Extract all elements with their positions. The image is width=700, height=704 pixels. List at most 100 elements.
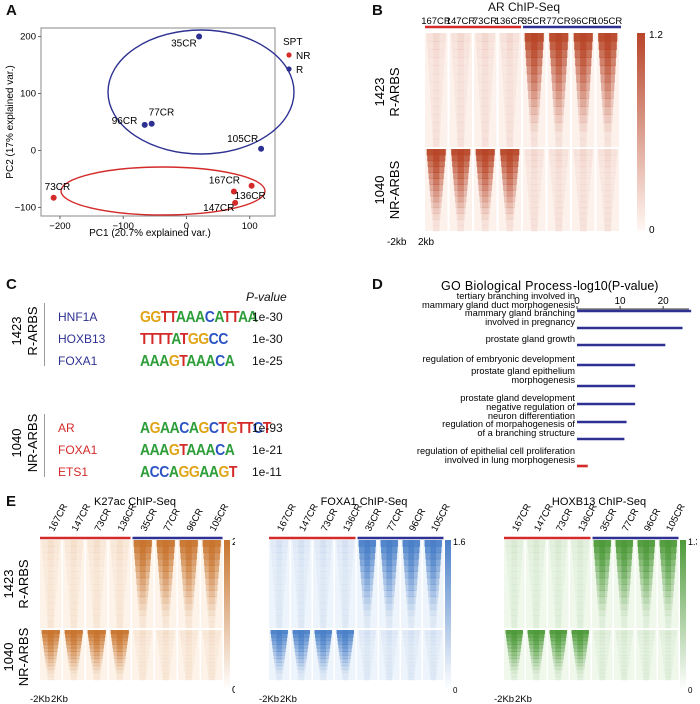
hm-core: [430, 546, 437, 554]
hm-signal: [359, 640, 375, 645]
hm-core: [386, 633, 393, 638]
hm-core: [665, 602, 672, 610]
hm-core: [408, 676, 415, 681]
ar-scale-min: 0: [649, 225, 655, 236]
hm-core: [531, 106, 538, 115]
hm-signal: [407, 609, 416, 616]
hm-core: [506, 160, 513, 168]
hm-signal: [294, 571, 308, 579]
hm-core: [430, 669, 437, 674]
ar-x-left: -2kb: [387, 237, 407, 248]
hm-core: [276, 665, 283, 670]
hm-signal: [618, 655, 630, 660]
hm-core: [665, 571, 672, 579]
hm-core: [116, 672, 123, 677]
hm-signal: [661, 647, 675, 652]
hm-core: [621, 577, 628, 585]
hm-core: [533, 630, 540, 635]
hm-signal: [92, 665, 102, 670]
hm-signal: [182, 651, 196, 656]
hm-signal: [427, 49, 445, 58]
hm-signal: [575, 602, 585, 610]
hm-core: [208, 672, 215, 677]
hm-signal: [665, 621, 672, 629]
hm-signal: [528, 190, 541, 197]
hm-core: [643, 651, 650, 656]
hm-core: [531, 190, 538, 197]
hm-core: [555, 669, 562, 674]
hm-core: [276, 540, 283, 547]
hm-core: [511, 647, 518, 652]
hm-signal: [480, 207, 490, 214]
hm-core: [185, 651, 192, 656]
hm-core: [408, 565, 415, 572]
hm-core: [665, 577, 672, 585]
ar-sample-label: 73CR: [473, 16, 497, 27]
hm-signal: [427, 651, 440, 656]
e-color-scale: [680, 540, 686, 690]
hm-signal: [503, 184, 517, 191]
hm-core: [320, 665, 327, 670]
hm-signal: [93, 615, 101, 623]
hm-signal: [429, 672, 437, 677]
x-tick-label: 0: [184, 221, 189, 232]
hm-signal: [205, 651, 219, 656]
hm-signal: [619, 658, 630, 663]
hm-core: [599, 662, 606, 667]
x-axis-label: PC1 (20.7% explained var.): [89, 228, 211, 239]
hm-core: [320, 647, 327, 652]
hm-core: [580, 207, 587, 214]
hm-signal: [68, 658, 80, 663]
hm-signal: [576, 184, 590, 191]
hm-signal: [115, 602, 125, 610]
hm-core: [298, 602, 305, 610]
hm-signal: [157, 640, 174, 645]
hm-signal: [476, 41, 495, 50]
hm-signal: [87, 540, 106, 547]
hm-core: [70, 577, 77, 585]
hm-core: [604, 57, 611, 67]
heatmap-column: [592, 540, 613, 681]
hm-signal: [339, 655, 351, 660]
hm-bg: [178, 630, 200, 680]
ar-group2-name: NR-ARBS: [387, 160, 402, 219]
hm-core: [580, 166, 587, 173]
hm-signal: [619, 602, 629, 610]
hm-core: [139, 665, 146, 670]
hm-core: [482, 57, 489, 67]
e-sample-label: 105CR: [429, 502, 453, 533]
hm-core: [139, 596, 146, 604]
hm-core: [430, 558, 437, 566]
heatmap-column: [614, 540, 635, 681]
hm-core: [430, 584, 437, 591]
hm-core: [139, 615, 146, 623]
hm-signal: [641, 596, 652, 604]
hm-signal: [507, 647, 521, 652]
hm-signal: [338, 571, 352, 579]
e-group1-name: R-ARBS: [16, 559, 31, 608]
hm-core: [506, 201, 513, 209]
hm-core: [386, 577, 393, 585]
hm-signal: [660, 640, 676, 645]
hm-signal: [296, 658, 307, 663]
hm-core: [555, 57, 562, 67]
hm-signal: [451, 33, 471, 42]
hm-signal: [113, 584, 126, 591]
hm-core: [599, 633, 606, 638]
hm-signal: [597, 658, 608, 663]
hm-core: [276, 609, 283, 616]
hm-bg: [636, 630, 657, 680]
hm-signal: [162, 676, 169, 681]
hm-core: [342, 596, 349, 604]
hm-core: [511, 633, 518, 638]
hm-signal: [405, 651, 418, 656]
hm-core: [555, 195, 562, 203]
hm-core: [139, 552, 146, 560]
hm-core: [185, 552, 192, 560]
hm-core: [599, 552, 606, 560]
hm-core: [531, 160, 538, 168]
hm-signal: [509, 596, 520, 604]
heatmap-column: [132, 540, 154, 681]
hm-signal: [385, 669, 394, 674]
